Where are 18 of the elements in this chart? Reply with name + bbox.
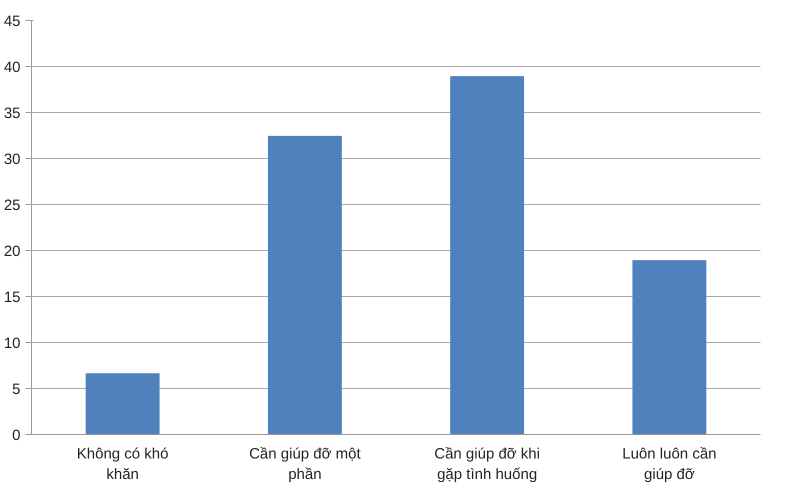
bar (450, 76, 524, 434)
y-tick-label: 20 (4, 243, 21, 260)
y-tick-label: 40 (4, 59, 21, 76)
y-tick-label: 30 (4, 151, 21, 168)
y-tick-label: 35 (4, 105, 21, 122)
y-tick-label: 10 (4, 335, 21, 352)
y-tick-label: 45 (4, 13, 21, 30)
y-tick-label: 5 (12, 381, 20, 398)
bar (632, 260, 706, 434)
x-tick-label: Không có khó khăn (76, 446, 169, 483)
y-tick-label: 15 (4, 289, 21, 306)
y-tick-label: 0 (12, 427, 20, 444)
x-tick-label: Cần giúp đỡ khi gặp tình huống (434, 446, 540, 483)
x-tick-label: Cần giúp đỡ một phần (249, 446, 362, 483)
y-tick-label: 25 (4, 197, 21, 214)
bar (86, 373, 160, 434)
bar (268, 136, 342, 434)
x-tick-label: Luôn luôn cần giúp đỡ (622, 446, 716, 483)
